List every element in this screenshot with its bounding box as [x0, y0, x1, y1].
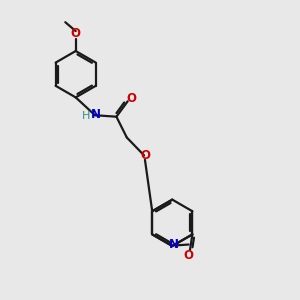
Text: O: O — [184, 249, 194, 262]
Text: O: O — [71, 27, 81, 40]
Text: N: N — [91, 108, 101, 121]
Text: N: N — [169, 238, 179, 251]
Text: H: H — [82, 111, 90, 121]
Text: O: O — [140, 149, 150, 162]
Text: O: O — [127, 92, 136, 105]
